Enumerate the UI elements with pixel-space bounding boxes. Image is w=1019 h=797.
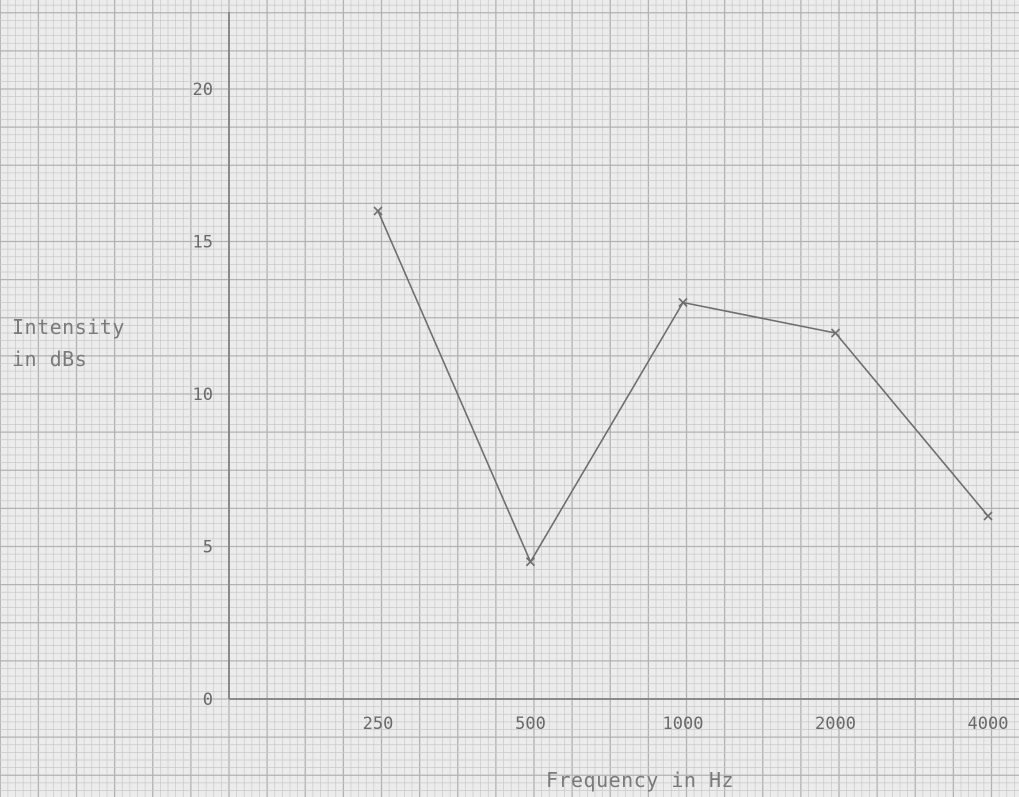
data-point-marker	[678, 297, 688, 308]
x-axis-label: Frequency in Hz	[546, 768, 734, 792]
y-axis-label-line-1: Intensity	[12, 315, 125, 339]
data-point-marker	[983, 511, 993, 521]
y-tick-label: 15	[193, 233, 213, 253]
x-marker-stroke	[678, 297, 688, 308]
data-point-marker	[373, 206, 383, 216]
y-tick-label: 20	[193, 80, 213, 100]
data-series	[373, 206, 993, 567]
x-tick-label: 1000	[663, 714, 704, 734]
data-point-marker	[830, 328, 841, 338]
y-tick-label: 0	[203, 690, 213, 710]
axis-titles: Intensity in dBs Frequency in Hz	[12, 315, 734, 792]
x-tick-label: 500	[515, 714, 546, 734]
x-marker-stroke	[983, 511, 993, 521]
x-tick-label: 2000	[815, 714, 856, 734]
x-tick-label: 250	[363, 714, 394, 734]
y-tick-label: 10	[193, 385, 213, 405]
y-tick-labels: 0 5 10 15 20	[193, 80, 213, 710]
x-marker-stroke	[830, 328, 841, 338]
y-axis-label-line-2: in dBs	[12, 347, 87, 371]
x-tick-labels: 250 500 1000 2000 4000	[363, 714, 1009, 734]
x-marker-stroke	[373, 206, 383, 216]
x-tick-label: 4000	[968, 714, 1009, 734]
x-marker-stroke	[525, 557, 536, 567]
data-point-marker	[525, 557, 536, 567]
axes	[228, 12, 1019, 700]
y-tick-label: 5	[203, 538, 213, 558]
